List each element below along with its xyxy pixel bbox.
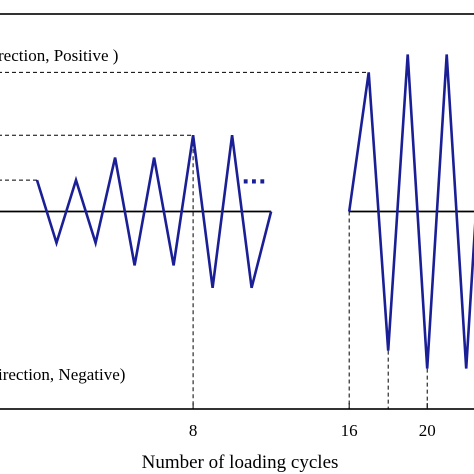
x-tick-label: 20 <box>419 421 436 440</box>
series-line <box>35 135 273 289</box>
series-layer <box>35 54 474 369</box>
series-line <box>347 54 474 369</box>
reference-lines <box>0 71 428 409</box>
negative-direction-label: irection, Negative) <box>0 365 125 384</box>
x-tick-label: 8 <box>189 421 198 440</box>
plot-border <box>0 13 474 410</box>
x-ticks: 8 16 20 <box>189 403 436 440</box>
x-tick-label: 16 <box>341 421 358 440</box>
x-axis-label: Number of loading cycles <box>142 452 339 473</box>
positive-direction-label: rection, Positive ) <box>0 46 118 65</box>
plot-frame <box>0 13 474 410</box>
gap-ellipsis: ··· <box>241 170 266 195</box>
